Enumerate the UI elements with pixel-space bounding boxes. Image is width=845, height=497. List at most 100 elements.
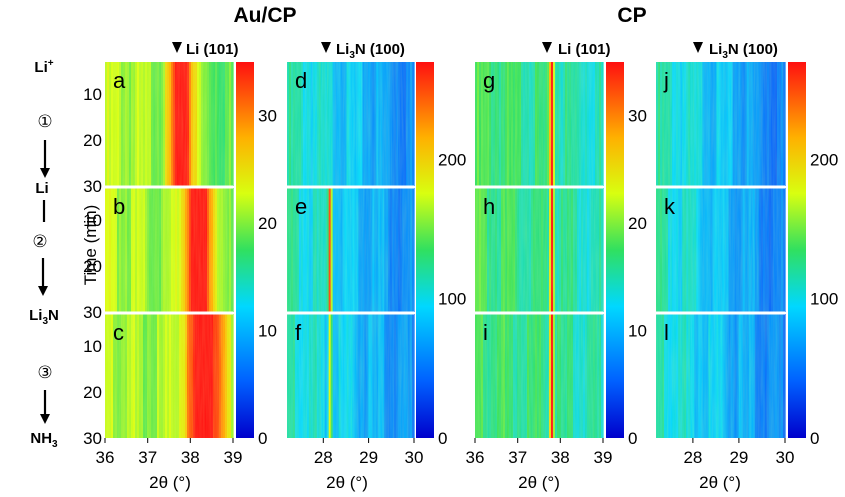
heatmap-texture xyxy=(475,188,603,312)
y-axis-title: Time (min) xyxy=(81,205,100,286)
peak-label-2: Li3N (100) xyxy=(336,41,405,61)
y-tick-label: 20 xyxy=(83,131,102,150)
panel-letter-b: b xyxy=(113,194,125,219)
x-tick-label: 38 xyxy=(551,448,570,467)
heatmap-texture xyxy=(475,62,603,186)
heatmap-texture xyxy=(105,62,233,186)
heatmap-texture xyxy=(475,314,603,438)
colorbar-tick-label: 0 xyxy=(438,429,447,448)
peak-label-3: Li (101) xyxy=(558,41,611,58)
colorbar-tick-label: 200 xyxy=(810,151,838,170)
panel-a: a xyxy=(105,62,234,186)
x-tick-label: 29 xyxy=(359,448,378,467)
chart-2: d e f 0 100 200 28 29 30 xyxy=(287,62,466,467)
x-tick-label: 30 xyxy=(405,448,424,467)
x-tick-label: 28 xyxy=(314,448,333,467)
panel-letter-h: h xyxy=(483,194,495,219)
peak-marker-3 xyxy=(542,42,552,53)
chart-1: a b c 0 10 20 30 36 37 38 39 xyxy=(96,62,277,467)
group-title-au-cp: Au/CP xyxy=(234,4,297,27)
peak-marker-4 xyxy=(693,42,703,53)
peak-labels: Li (101) Li3N (100) Li (101) Li3N (100) xyxy=(172,41,778,61)
arrowhead-3 xyxy=(40,414,50,424)
panel-b: b xyxy=(105,188,234,312)
panel-letter-k: k xyxy=(664,194,676,219)
panel-j: j xyxy=(656,62,786,186)
heatmap-texture xyxy=(105,314,233,438)
heatmap-texture xyxy=(287,62,414,186)
peak-marker-2 xyxy=(321,42,331,53)
colorbar xyxy=(416,62,434,438)
panel-c: c xyxy=(105,314,234,438)
x-axis-title-2: 2θ (°) xyxy=(326,473,368,492)
heatmap-texture xyxy=(656,62,785,186)
y-tick-label: 20 xyxy=(83,383,102,402)
arrowhead-1 xyxy=(40,168,50,178)
heatmap-texture xyxy=(287,188,414,312)
y-tick-label: 10 xyxy=(83,85,102,104)
x-tick-label: 36 xyxy=(466,448,485,467)
x-tick-label: 36 xyxy=(96,448,115,467)
colorbar-tick-label: 200 xyxy=(438,151,466,170)
x-axis-title-3: 2θ (°) xyxy=(518,473,560,492)
panel-e: e xyxy=(287,188,415,312)
panel-h: h xyxy=(475,188,604,312)
label-nh3: NH3 xyxy=(30,430,58,450)
colorbar-tick-label: 10 xyxy=(628,322,647,341)
colorbar xyxy=(236,62,254,438)
step-3: ③ xyxy=(37,363,52,382)
y-tick-label: 30 xyxy=(83,429,102,448)
x-axis-title-4: 2θ (°) xyxy=(699,473,741,492)
panel-f: f xyxy=(287,314,415,438)
x-tick-label: 29 xyxy=(729,448,748,467)
colorbar-tick-label: 30 xyxy=(628,107,647,126)
x-axis-title-1: 2θ (°) xyxy=(149,473,191,492)
y-tick-label: 10 xyxy=(83,211,102,230)
chart-4: j k l 0 100 200 28 29 30 xyxy=(656,62,838,467)
panel-letter-d: d xyxy=(295,68,307,93)
colorbar-tick-label: 100 xyxy=(810,290,838,309)
colorbar-tick-label: 0 xyxy=(628,429,637,448)
y-tick-label: 10 xyxy=(83,337,102,356)
x-tick-label: 39 xyxy=(224,448,243,467)
x-tick-label: 37 xyxy=(508,448,527,467)
panel-l: l xyxy=(656,314,786,438)
colorbar xyxy=(606,62,624,438)
colorbar-tick-label: 20 xyxy=(628,214,647,233)
panel-letter-f: f xyxy=(295,320,302,345)
panel-letter-a: a xyxy=(113,68,126,93)
panel-letter-g: g xyxy=(483,68,495,93)
panel-letter-e: e xyxy=(295,194,307,219)
peak-marker-1 xyxy=(172,42,182,53)
arrowhead-2 xyxy=(38,286,48,296)
peak-label-1: Li (101) xyxy=(186,41,239,58)
heatmap-texture xyxy=(105,188,233,312)
heatmap-texture xyxy=(656,314,785,438)
colorbar-tick-label: 0 xyxy=(258,429,267,448)
colorbar-tick-label: 10 xyxy=(258,322,277,341)
colorbar-tick-label: 100 xyxy=(438,290,466,309)
process-column: Li+ ① Li ② Li3N ③ NH3 xyxy=(29,58,59,450)
x-tick-label: 38 xyxy=(181,448,200,467)
heatmap-texture xyxy=(656,188,785,312)
label-li: Li xyxy=(35,180,48,197)
panel-letter-i: i xyxy=(483,320,488,345)
panel-k: k xyxy=(656,188,786,312)
colorbar xyxy=(788,62,806,438)
y-tick-label: 20 xyxy=(83,257,102,276)
panel-letter-l: l xyxy=(664,320,669,345)
label-li-ion: Li+ xyxy=(34,58,53,76)
label-li3n: Li3N xyxy=(29,307,59,327)
x-tick-label: 37 xyxy=(138,448,157,467)
x-tick-label: 30 xyxy=(776,448,795,467)
x-tick-label: 39 xyxy=(594,448,613,467)
y-tick-label: 30 xyxy=(83,177,102,196)
step-2: ② xyxy=(32,232,47,251)
panel-g: g xyxy=(475,62,604,186)
peak-label-4: Li3N (100) xyxy=(709,41,778,61)
group-title-cp: CP xyxy=(617,4,646,27)
panel-i: i xyxy=(475,314,604,438)
y-tick-label: 30 xyxy=(83,303,102,322)
